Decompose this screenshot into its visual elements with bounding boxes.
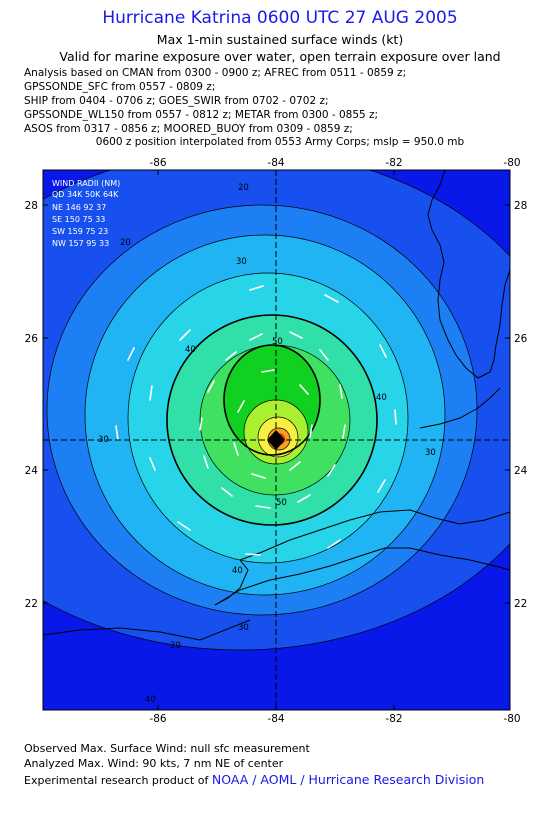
wind-radii-title: WIND RADII (NM) [52, 179, 120, 188]
contour-label: 20 [238, 183, 249, 193]
cuba-north-coast [239, 509, 510, 561]
wind-radii-header: QD 34K 50K 64K [52, 190, 119, 199]
wind-radii-table: WIND RADII (NM) QD 34K 50K 64K NE 146 92… [52, 179, 120, 248]
wind-radii-row: NE 146 92 37 [52, 203, 106, 212]
lon-label: -84 [267, 157, 284, 169]
contour-lines [43, 170, 510, 651]
contour-label: 50 [272, 337, 283, 347]
longitude-labels-top: -86 -84 -82 -80 [149, 157, 520, 169]
lon-label: -82 [385, 157, 402, 169]
analyzed-max-wind: Analyzed Max. Wind: 90 kts, 7 nm NE of c… [24, 757, 284, 770]
lon-label: -84 [267, 713, 284, 725]
research-credit-prefix: Experimental research product of [24, 774, 209, 787]
cuba-west-tip [214, 559, 249, 606]
contour-labels: 20 30 40 50 30 40 50 30 40 30 20 20 40 [98, 183, 436, 705]
yucatan-coast [43, 619, 251, 641]
contour-label: 40 [232, 566, 243, 576]
wind-radii-row: SW 159 75 23 [52, 227, 108, 236]
tick-marks [43, 170, 510, 710]
lon-label: -80 [503, 157, 520, 169]
contour-label: 30 [98, 435, 109, 445]
wind-vectors [115, 285, 397, 556]
longitude-labels-bottom: -86 -84 -82 -80 [149, 713, 520, 725]
lon-label: -86 [149, 157, 166, 169]
lat-label: 24 [514, 465, 528, 477]
analysis-line-2: GPSSONDE_SFC from 0557 - 0809 z; [24, 81, 216, 93]
lat-label: 22 [25, 598, 38, 610]
latitude-labels-right: 28 26 24 22 [514, 200, 528, 610]
storm-center-marker [267, 430, 285, 450]
lat-label: 28 [25, 200, 38, 212]
contour-label: 30 [238, 623, 249, 633]
observed-max-wind: Observed Max. Surface Wind: null sfc mea… [24, 742, 310, 755]
lon-label: -80 [503, 713, 520, 725]
wind-radii-row: SE 150 75 33 [52, 215, 105, 224]
page-title: Hurricane Katrina 0600 UTC 27 AUG 2005 [102, 8, 458, 28]
lat-label: 24 [25, 465, 39, 477]
contour-label: 20 [120, 238, 131, 248]
lat-label: 26 [514, 333, 528, 345]
contour-label: 40 [145, 695, 156, 705]
analysis-line-5: ASOS from 0317 - 0856 z; MOORED_BUOY fro… [24, 123, 353, 135]
contour-label: 40 [376, 393, 387, 403]
valid-for-note: Valid for marine exposure over water, op… [59, 49, 501, 64]
lat-label: 28 [514, 200, 527, 212]
coastline [43, 170, 510, 641]
florida-keys [419, 387, 501, 429]
contour-label: 30 [425, 448, 436, 458]
wind-radii-row: NW 157 95 33 [52, 239, 109, 248]
lon-label: -86 [149, 713, 166, 725]
contour-label: 40 [185, 345, 196, 355]
contour-label: 20 [170, 641, 181, 651]
latitude-labels-left: 28 26 24 22 [25, 200, 39, 610]
lat-label: 22 [514, 598, 527, 610]
contour-label: 30 [236, 257, 247, 267]
subtitle: Max 1-min sustained surface winds (kt) [156, 32, 404, 47]
research-credit: Experimental research product of NOAA / … [24, 772, 484, 787]
contour-label: 50 [276, 498, 287, 508]
cuba-south-coast [214, 547, 510, 606]
lon-label: -82 [385, 713, 402, 725]
position-note: 0600 z position interpolated from 0553 A… [95, 136, 465, 148]
analysis-line-4: GPSSONDE_WL150 from 0557 - 0812 z; METAR… [24, 109, 379, 121]
florida-peninsula [427, 170, 510, 379]
lat-label: 26 [25, 333, 39, 345]
analysis-line-3: SHIP from 0404 - 0706 z; GOES_SWIR from … [24, 95, 329, 107]
research-org-link[interactable]: NOAA / AOML / Hurricane Research Divisio… [211, 772, 485, 787]
analysis-line-1: Analysis based on CMAN from 0300 - 0900 … [24, 67, 407, 79]
